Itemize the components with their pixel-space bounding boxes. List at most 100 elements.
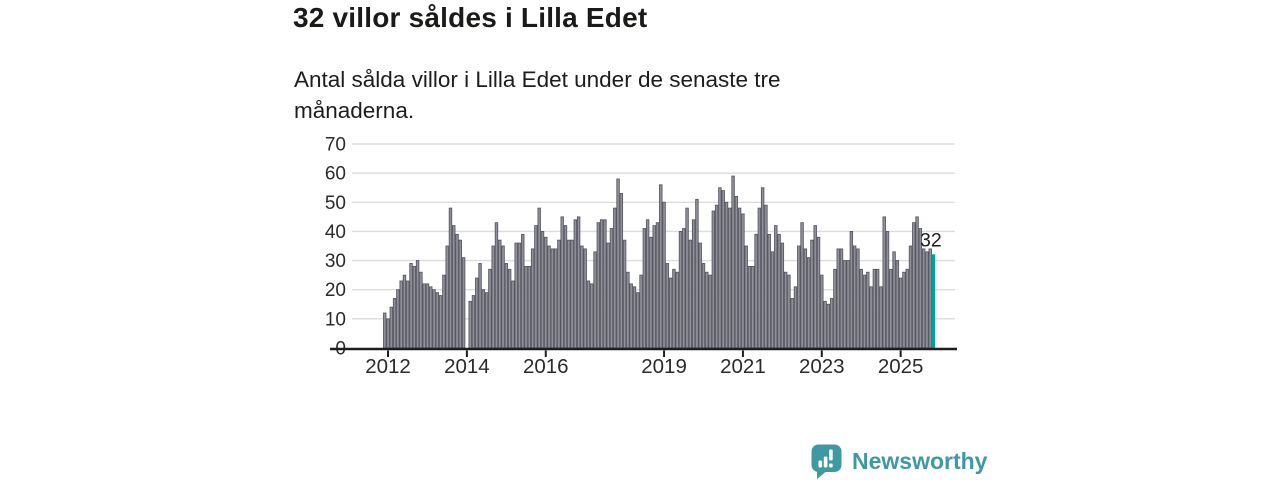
bar [429,286,433,349]
bar [800,222,804,349]
bar [823,300,827,349]
bar [685,207,689,349]
bar [921,248,926,349]
bar [494,222,499,349]
bar [389,306,394,349]
bar [813,225,817,349]
bar [629,283,633,349]
bar [593,251,597,349]
bar [544,236,548,349]
chart-title: 32 villor såldes i Lilla Edet [293,2,648,33]
bar [718,187,722,349]
bar [898,277,903,349]
bar [708,274,712,349]
bar [662,201,666,349]
bar [659,184,663,349]
bar [412,265,417,349]
y-axis-tick-label: 20 [325,280,346,301]
bar [695,198,699,349]
x-axis-tick-label: 2023 [799,355,845,378]
bar [567,239,571,349]
bar [879,286,883,349]
bar [728,207,732,349]
bar [442,274,446,349]
bar [514,242,518,349]
bar [803,248,808,349]
bar [734,196,739,349]
bar [415,260,420,349]
bar [435,292,440,349]
bar [573,219,578,349]
bar [741,213,745,349]
bar [438,295,443,349]
bar [557,239,561,349]
chart-subtitle: Antal sålda villor i Lilla Edet under de… [294,67,781,123]
bar [665,263,670,349]
bar [866,271,870,349]
bar [774,225,778,349]
x-axis-tick-label: 2021 [720,355,766,378]
newsworthy-logo[interactable]: Newsworthy [810,443,987,480]
bar [751,265,755,349]
bar [839,248,844,349]
bar [425,283,430,349]
bar [852,245,857,349]
bar [619,193,624,349]
bar [530,248,535,349]
bar [501,245,505,349]
bar [547,245,551,349]
y-axis-tick-label: 70 [325,135,346,156]
bar [507,268,512,349]
bar [580,245,584,349]
bar [701,263,706,349]
x-axis-tick-label: 2019 [641,355,687,378]
bar [576,216,581,349]
bar [783,271,788,349]
bar [517,242,522,349]
bar [869,286,873,349]
bar [714,204,719,349]
y-axis-tick-label: 10 [325,309,346,330]
highlight-value-label: 32 [920,230,942,252]
bar [787,274,791,349]
bar [843,260,847,349]
bar [885,231,890,349]
bar [560,216,564,349]
bar [527,265,532,349]
bar [484,292,489,349]
bar [846,260,850,349]
bar [396,289,400,349]
bar [399,280,403,349]
bar [570,239,574,349]
bar [534,225,538,349]
x-axis-tick-label: 2012 [365,355,411,378]
x-axis-tick-label: 2014 [444,355,490,378]
bar [829,298,834,349]
bar [675,271,679,349]
bar [652,225,656,349]
bar [445,245,449,349]
y-axis-tick-label: 50 [325,193,346,214]
bar [711,210,716,349]
bar [721,190,725,349]
bar [892,251,896,349]
bar [912,222,916,349]
bar [645,219,650,349]
bar [537,207,541,349]
bar [856,248,860,349]
bar [905,268,909,349]
bar [458,239,463,349]
bar [583,248,587,349]
bar [639,274,643,349]
bar [698,242,702,349]
bar [737,207,742,349]
bar [511,280,515,349]
bar [915,216,919,349]
bar [764,204,768,349]
bar [754,233,758,349]
bar [471,295,476,349]
y-axis-tick-label: 60 [325,164,346,185]
bar [862,274,867,349]
